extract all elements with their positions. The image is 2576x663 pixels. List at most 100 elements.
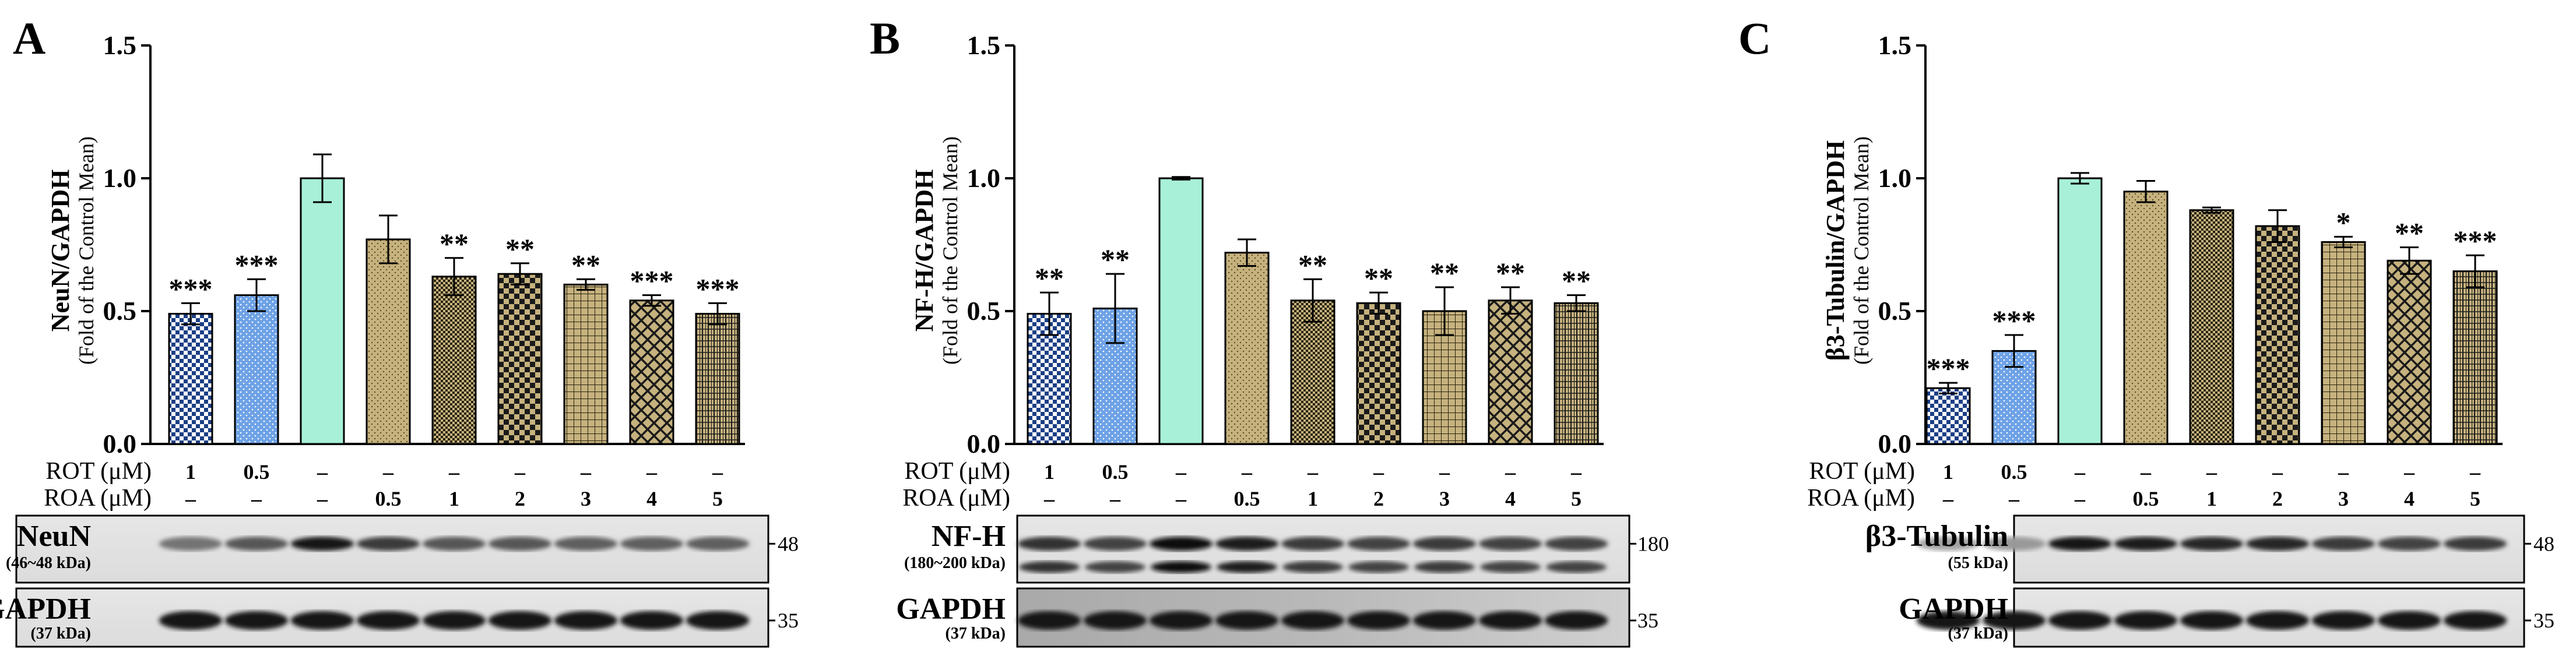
panel-letter: A	[13, 13, 45, 64]
significance-label: ***	[1927, 352, 1970, 385]
blot-band	[290, 537, 354, 551]
y-axis-label: NF-H/GAPDH	[910, 170, 939, 332]
blot-band	[1019, 561, 1080, 573]
y-axis-label: NeuN/GAPDH	[46, 170, 75, 332]
error-bar	[577, 278, 595, 291]
rot-value: –	[2272, 460, 2283, 484]
bar	[300, 177, 345, 445]
roa-value: 0.5	[2133, 487, 2159, 510]
rot-value: 0.5	[2001, 460, 2027, 484]
blot-band	[1347, 611, 1411, 630]
error-bar	[1501, 286, 1520, 315]
significance-label: ***	[1992, 304, 2036, 337]
blot-protein-label: GAPDH	[0, 593, 91, 626]
blot-kda-label: (46~48 kDa)	[6, 554, 91, 572]
bar	[2255, 225, 2300, 445]
y-axis-sublabel: (Fold of the Control Mean)	[939, 136, 962, 365]
y-tick-label: 1.5	[1878, 30, 1912, 60]
significance-label: **	[1364, 262, 1393, 294]
roa-value: –	[2008, 487, 2020, 510]
rot-value: –	[2206, 460, 2217, 484]
panel-c: C 0.0 0.5 1.0 1.5 β3-Tubulin/GAPDH (Fold of th…	[1738, 13, 2554, 648]
y-axis: 0.0 0.5 1.0 1.5	[103, 30, 152, 459]
blot-band	[620, 537, 684, 551]
roa-value: 3	[581, 487, 591, 510]
blot-protein-label: β3-Tubulin	[1865, 520, 2008, 553]
blot-kda-label: (37 kDa)	[946, 625, 1006, 643]
blot-band	[1017, 537, 1081, 551]
significance-label: ***	[2454, 224, 2497, 257]
roa-value: –	[1175, 487, 1187, 510]
significance-label: **	[1562, 265, 1591, 297]
error-bar	[247, 278, 266, 312]
blot-band	[1480, 561, 1541, 573]
blot-band	[1916, 611, 1980, 630]
bar	[1224, 252, 1270, 445]
roa-row-label: ROA (μM)	[1807, 485, 1915, 512]
rot-value: 1	[1044, 460, 1055, 484]
roa-value: 5	[1571, 487, 1582, 510]
blot-band	[488, 537, 552, 551]
blot-band	[1217, 561, 1277, 573]
roa-value: 4	[2404, 487, 2415, 510]
blot-band	[1281, 537, 1345, 551]
y-tick-label: 0.0	[103, 429, 137, 459]
blot-band	[1151, 561, 1211, 573]
blot-band	[2180, 611, 2244, 630]
significance-label: **	[1035, 262, 1064, 294]
rot-value: –	[317, 460, 328, 484]
error-bar	[2466, 254, 2484, 288]
blot-band	[1281, 611, 1345, 630]
roa-value: 4	[1505, 487, 1516, 510]
significance-label: **	[1496, 256, 1525, 289]
significance-label: **	[440, 227, 469, 260]
rot-value: –	[2338, 460, 2349, 484]
rot-value: –	[580, 460, 592, 484]
roa-value: 0.5	[1234, 487, 1260, 510]
rot-value: –	[1505, 460, 1516, 484]
roa-value: –	[1043, 487, 1055, 510]
panel-a: A 0.0 0.5 1.0 1.5 NeuN/GAPDH (Fold of the Cont…	[0, 13, 799, 648]
western-blot-gapdh	[1016, 587, 1630, 648]
roa-value: 2	[1373, 487, 1384, 510]
bar	[366, 238, 411, 445]
blot-band	[1412, 611, 1477, 630]
roa-value: –	[2074, 487, 2086, 510]
blot-band	[2245, 537, 2310, 551]
blot-band	[554, 611, 618, 630]
blot-kda-label: (55 kDa)	[1948, 554, 2008, 572]
error-bar	[708, 302, 727, 326]
blot-band	[224, 611, 289, 630]
error-bar	[511, 262, 529, 285]
y-tick-label: 0.0	[967, 429, 1001, 459]
bar	[2321, 241, 2366, 445]
roa-value: 2	[515, 487, 525, 510]
blot-band	[2048, 537, 2112, 551]
mw-marker-label: 180	[1637, 532, 1669, 555]
roa-value: 1	[449, 487, 459, 510]
blot-band	[1282, 561, 1343, 573]
blot-band	[1414, 561, 1475, 573]
blot-kda-label: (37 kDa)	[31, 625, 91, 643]
error-bar	[1567, 294, 1586, 312]
panel-letter: B	[870, 13, 900, 64]
error-bar	[2136, 180, 2155, 203]
y-axis-sublabel: (Fold of the Control Mean)	[75, 136, 98, 365]
blot-band	[159, 611, 223, 630]
blot-band	[2048, 611, 2112, 630]
panel-letter: C	[1738, 13, 1771, 64]
bar	[695, 313, 740, 445]
blot-band	[2443, 611, 2507, 630]
blot-band	[1982, 611, 2046, 630]
blot-band	[2114, 537, 2178, 551]
blot-band	[1149, 611, 1213, 630]
y-tick-label: 0.5	[103, 296, 137, 326]
rot-value: –	[1439, 460, 1450, 484]
rot-row-label: ROT (μM)	[45, 458, 152, 485]
error-bar	[379, 214, 398, 265]
blot-band	[1149, 537, 1213, 551]
roa-value: 3	[1439, 487, 1450, 510]
roa-value: 5	[712, 487, 723, 510]
error-bar	[2334, 235, 2353, 249]
